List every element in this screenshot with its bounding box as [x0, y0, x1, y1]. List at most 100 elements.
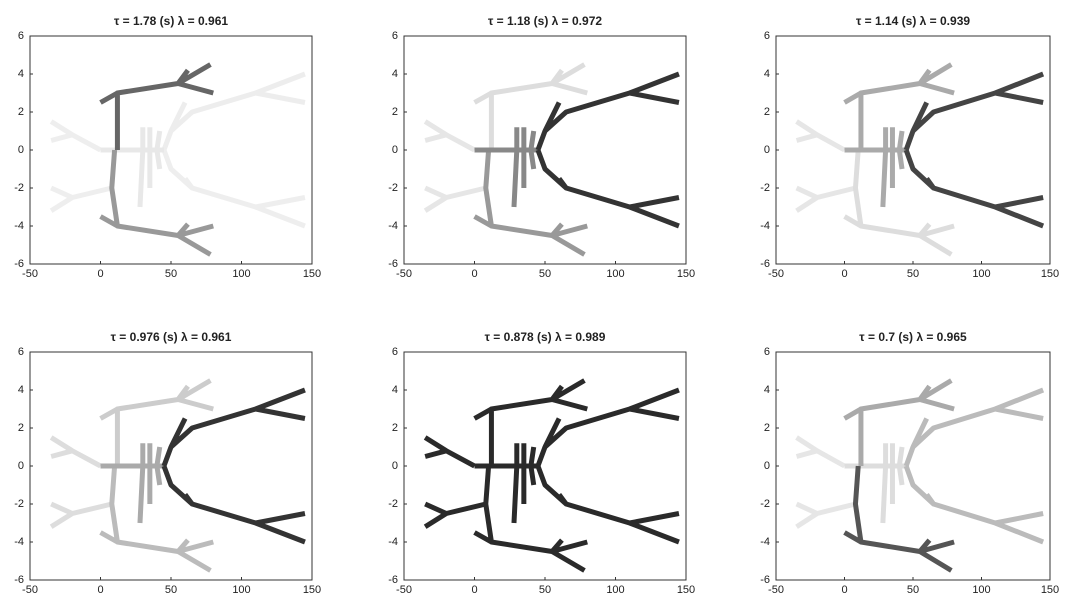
x-tick-label: 150	[1041, 268, 1059, 280]
y-tick-label: 0	[392, 460, 398, 472]
branch	[474, 127, 538, 208]
y-tick-label: 0	[764, 460, 770, 472]
branch	[844, 127, 907, 208]
chart-title: τ = 1.18 (s) λ = 0.972	[488, 14, 602, 28]
y-tick-label: -6	[388, 574, 398, 586]
y-tick-label: -2	[14, 182, 24, 194]
y-tick-label: 0	[18, 460, 24, 472]
branch	[535, 71, 680, 151]
branch	[795, 435, 857, 529]
y-tick-label: 0	[18, 144, 24, 156]
y-tick-label: 6	[764, 30, 770, 42]
y-tick-label: 0	[764, 144, 770, 156]
y-tick-label: -4	[388, 536, 398, 548]
y-tick-label: -4	[14, 536, 24, 548]
y-tick-label: -6	[388, 258, 398, 270]
y-tick-label: 6	[18, 346, 24, 358]
y-tick-label: 2	[18, 106, 24, 118]
branch	[473, 465, 588, 573]
y-tick-label: 6	[392, 30, 398, 42]
branch	[161, 149, 306, 229]
x-tick-label: 0	[97, 584, 103, 596]
y-tick-label: 6	[18, 30, 24, 42]
chart-title: τ = 1.78 (s) λ = 0.961	[114, 14, 228, 28]
x-tick-label: 100	[606, 584, 624, 596]
y-tick-label: 4	[764, 68, 770, 80]
branch	[473, 149, 588, 257]
plot-frame	[403, 351, 687, 581]
y-tick-label: 0	[392, 144, 398, 156]
y-tick-label: -4	[388, 220, 398, 232]
x-tick-label: -50	[768, 268, 784, 280]
y-tick-label: -2	[14, 498, 24, 510]
branch	[99, 149, 214, 257]
y-tick-label: -6	[14, 258, 24, 270]
plot-frame	[29, 35, 313, 265]
x-tick-label: 50	[539, 584, 551, 596]
branch	[843, 465, 955, 573]
x-tick-label: 150	[677, 584, 695, 596]
x-tick-label: 50	[165, 584, 177, 596]
branch	[161, 387, 306, 467]
branch	[903, 149, 1045, 229]
branch	[535, 149, 680, 229]
branch	[903, 465, 1045, 545]
y-tick-label: 2	[764, 106, 770, 118]
x-tick-label: 150	[303, 584, 321, 596]
y-tick-label: -2	[760, 182, 770, 194]
y-tick-label: -6	[14, 574, 24, 586]
y-tick-label: 4	[392, 68, 398, 80]
branch	[843, 378, 955, 466]
x-tick-label: 50	[539, 268, 551, 280]
x-tick-label: 150	[677, 268, 695, 280]
y-tick-label: 4	[392, 384, 398, 396]
x-tick-label: 0	[471, 268, 477, 280]
branch	[843, 149, 955, 257]
y-tick-label: -4	[760, 220, 770, 232]
branch	[844, 443, 907, 524]
branch	[99, 465, 214, 573]
x-tick-label: 150	[1041, 584, 1059, 596]
branch	[100, 127, 164, 208]
y-tick-label: 6	[392, 346, 398, 358]
x-tick-label: -50	[22, 584, 38, 596]
branch	[100, 443, 164, 524]
y-tick-label: 2	[764, 422, 770, 434]
chart-title: τ = 1.14 (s) λ = 0.939	[856, 14, 970, 28]
branch	[423, 119, 487, 213]
y-tick-label: 2	[392, 422, 398, 434]
y-tick-label: -6	[760, 258, 770, 270]
y-tick-label: 6	[764, 346, 770, 358]
branch	[843, 62, 955, 150]
x-tick-label: 0	[841, 268, 847, 280]
branch	[535, 387, 680, 467]
chart-title: τ = 0.7 (s) λ = 0.965	[859, 330, 967, 344]
branch	[423, 435, 487, 529]
plot-frame	[403, 35, 687, 265]
plot-frame	[29, 351, 313, 581]
y-tick-label: 4	[18, 384, 24, 396]
x-tick-label: -50	[396, 268, 412, 280]
branch	[49, 435, 113, 529]
branch	[161, 71, 306, 151]
y-tick-label: -2	[388, 182, 398, 194]
plot-frame	[775, 351, 1051, 581]
x-tick-label: -50	[768, 584, 784, 596]
branch	[795, 119, 857, 213]
x-tick-label: 100	[232, 268, 250, 280]
x-tick-label: 50	[907, 268, 919, 280]
branch	[49, 119, 113, 213]
x-tick-label: 100	[972, 268, 990, 280]
branch	[161, 465, 306, 545]
y-tick-label: -4	[14, 220, 24, 232]
branch	[474, 443, 538, 524]
x-tick-label: 150	[303, 268, 321, 280]
y-tick-label: 4	[18, 68, 24, 80]
branch	[99, 378, 214, 466]
branch	[99, 62, 214, 150]
y-tick-label: -2	[388, 498, 398, 510]
plot-frame	[775, 35, 1051, 265]
x-tick-label: 100	[972, 584, 990, 596]
y-tick-label: -2	[760, 498, 770, 510]
